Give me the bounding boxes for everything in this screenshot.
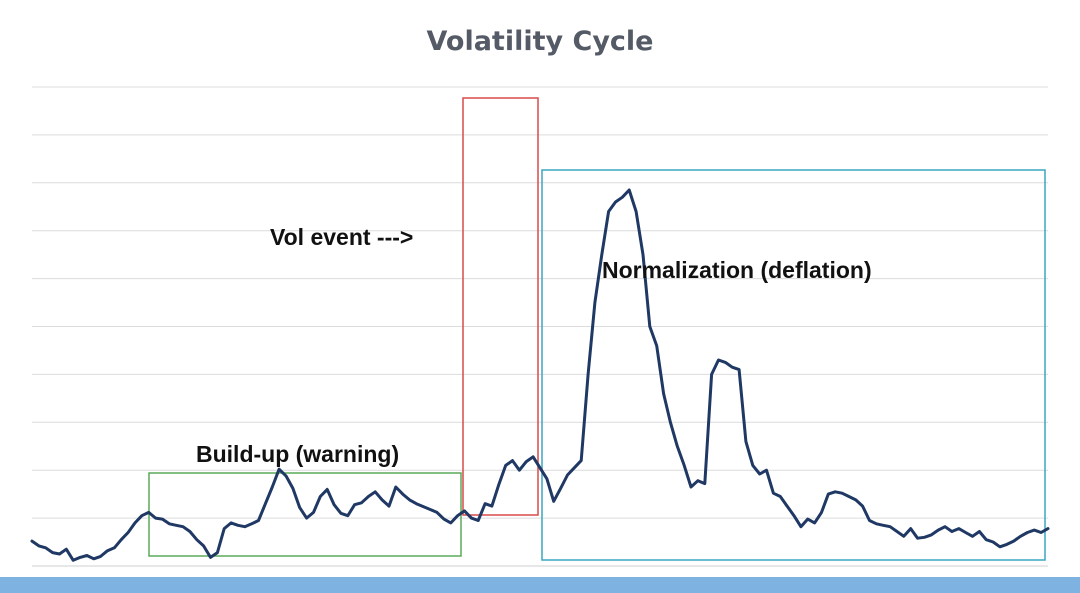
- annotation-buildup: Build-up (warning): [196, 441, 399, 467]
- vol-event-phase-box: [462, 97, 539, 516]
- annotation-vol-event: Vol event --->: [270, 224, 413, 250]
- bottom-accent-band: [0, 577, 1080, 593]
- chart-title: Volatility Cycle: [426, 26, 654, 57]
- annotation-normalization: Normalization (deflation): [602, 257, 872, 283]
- gridlines: [32, 86, 1048, 567]
- volatility-series-line: [30, 188, 1050, 562]
- normalization-phase-box: [541, 169, 1046, 561]
